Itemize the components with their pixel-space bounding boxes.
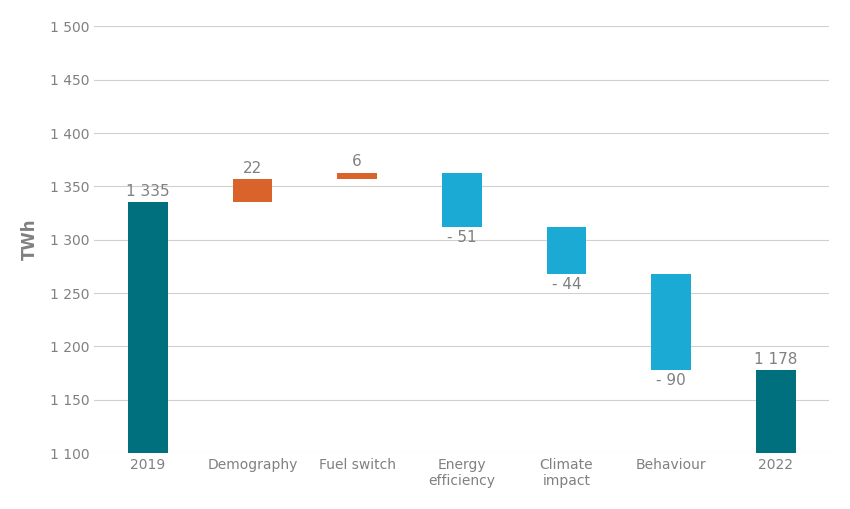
Bar xyxy=(233,179,272,203)
Bar xyxy=(756,370,796,453)
Text: 22: 22 xyxy=(243,161,262,176)
Bar xyxy=(651,274,691,370)
Bar xyxy=(547,227,586,274)
Bar xyxy=(442,173,482,227)
Text: 1 178: 1 178 xyxy=(754,352,797,366)
Text: 1 335: 1 335 xyxy=(126,184,169,199)
Y-axis label: TWh: TWh xyxy=(21,219,39,261)
Text: - 51: - 51 xyxy=(447,230,477,245)
Text: 6: 6 xyxy=(352,154,362,169)
Text: - 90: - 90 xyxy=(656,373,686,388)
Text: - 44: - 44 xyxy=(552,277,581,292)
Bar xyxy=(337,173,377,179)
Bar xyxy=(128,203,167,453)
